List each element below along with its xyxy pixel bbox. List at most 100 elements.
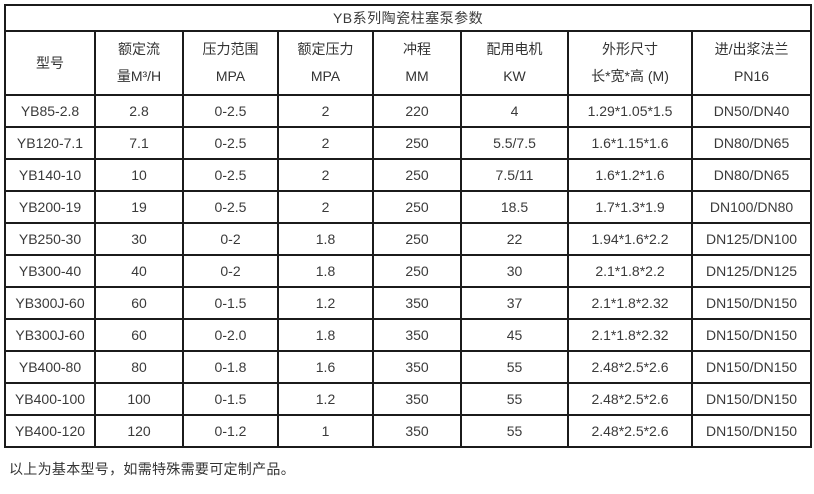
table-cell: 1 [277,414,374,448]
table-cell: 0-2.0 [182,318,279,352]
table-cell: 18.5 [460,190,569,224]
table-cell: 30 [460,254,569,288]
table-cell: 350 [372,350,462,384]
table-cell: DN150/DN150 [690,350,813,384]
table-cell: 1.6*1.2*1.6 [567,158,693,192]
table-cell: 1.2 [277,382,374,416]
page: YB系列陶瓷柱塞泵参数 型号 额定流量M³/H 压力范围 MPA 额定压力 MPA 冲程 MM… [3,4,813,477]
header-row: 型号 额定流量M³/H 压力范围 MPA 额定压力 MPA 冲程 MM 配用电机 KW 外形尺寸长*… [4,30,813,96]
table-row: YB400-100 100 0-1.5 1.2 350 55 2.48*2.5*2.6 DN1… [4,382,813,416]
table-cell: 4 [460,94,569,128]
table-row: YB250-30 30 0-2 1.8 250 22 1.94*1.6*2.2 DN125/D… [4,222,813,256]
table-cell: DN125/DN100 [690,222,813,256]
table-cell: 55 [460,382,569,416]
table-row: YB85-2.8 2.8 0-2.5 2 220 4 1.29*1.05*1.5 DN50/D… [4,94,813,128]
table-cell: 350 [372,318,462,352]
table-cell: 120 [94,414,184,448]
table-cell: 250 [372,190,462,224]
table-cell: 2.8 [94,94,184,128]
table-cell: 1.8 [277,318,374,352]
table-row: YB400-80 80 0-1.8 1.6 350 55 2.48*2.5*2.6 DN150… [4,350,813,384]
pump-spec-table: YB系列陶瓷柱塞泵参数 型号 额定流量M³/H 压力范围 MPA 额定压力 MPA 冲程 MM… [3,4,813,448]
table-cell: YB85-2.8 [4,94,96,128]
table-cell: DN150/DN150 [690,414,813,448]
column-header-line2: KW [503,68,526,84]
table-cell: 100 [94,382,184,416]
table-cell: 0-1.8 [182,350,279,384]
table-cell: DN150/DN150 [690,318,813,352]
column-header-line1: 外形尺寸 [602,41,658,57]
column-header-1: 型号 [4,30,96,96]
column-header-line1: 进/出浆法兰 [714,41,789,57]
column-header-line2: 量M³/H [116,68,162,84]
table-cell: 80 [94,350,184,384]
title-row: YB系列陶瓷柱塞泵参数 [3,4,813,32]
table-cell: DN150/DN150 [690,382,813,416]
table-row: YB300-40 40 0-2 1.8 250 30 2.1*1.8*2.2 DN125/DN… [4,254,813,288]
column-header-6: 配用电机 KW [460,30,569,96]
table-cell: 55 [460,414,569,448]
table-cell: 40 [94,254,184,288]
column-header-line2: MM [405,68,429,84]
table-cell: DN80/DN65 [690,158,813,192]
table-cell: 37 [460,286,569,320]
column-header-line1: 额定流 [118,41,160,57]
table-cell: 7.1 [94,126,184,160]
table-cell: 22 [460,222,569,256]
table-cell: DN125/DN125 [690,254,813,288]
table-cell: YB120-7.1 [4,126,96,160]
table-cell: 250 [372,158,462,192]
table-cell: 2.48*2.5*2.6 [567,382,693,416]
table-cell: 30 [94,222,184,256]
table-cell: 1.2 [277,286,374,320]
table-cell: 0-2.5 [182,94,279,128]
table-cell: 0-2.5 [182,190,279,224]
table-body: YB85-2.8 2.8 0-2.5 2 220 4 1.29*1.05*1.5 DN50/D… [4,94,813,448]
table-cell: YB400-120 [4,414,96,448]
table-cell: DN150/DN150 [690,286,813,320]
table-row: YB120-7.1 7.1 0-2.5 2 250 5.5/7.5 1.6*1.15*1.6… [4,126,813,160]
table-cell: 0-1.2 [182,414,279,448]
column-header-8: 进/出浆法兰 PN16 [690,30,813,96]
table-cell: 0-1.5 [182,382,279,416]
column-header-line1: 冲程 [403,41,431,57]
table-cell: YB300J-60 [4,286,96,320]
column-header-line2: MPA [215,68,246,84]
table-cell: YB200-19 [4,190,96,224]
table-cell: 0-2.5 [182,126,279,160]
table-cell: 250 [372,254,462,288]
column-header-line2: PN16 [734,68,770,84]
column-header-line1: 压力范围 [202,41,259,57]
column-header-3: 压力范围 MPA [182,30,279,96]
table-cell: 250 [372,126,462,160]
table-cell: 5.5/7.5 [460,126,569,160]
table-cell: 0-2.5 [182,158,279,192]
table-cell: 2.1*1.8*2.2 [567,254,693,288]
column-header-5: 冲程 MM [372,30,462,96]
table-cell: 2.1*1.8*2.32 [567,318,693,352]
table-cell: 0-1.5 [182,286,279,320]
table-cell: 1.6 [277,350,374,384]
column-header-line1: 型号 [36,54,64,71]
table-cell: 350 [372,286,462,320]
table-cell: 1.6*1.15*1.6 [567,126,693,160]
table-cell: 350 [372,414,462,448]
table-cell: 350 [372,382,462,416]
table-cell: 2.48*2.5*2.6 [567,414,693,448]
table-row: YB400-120 120 0-1.2 1 350 55 2.48*2.5*2.6 DN150… [4,414,813,448]
table-cell: 1.8 [277,254,374,288]
column-header-4: 额定压力 MPA [277,30,374,96]
table-cell: DN100/DN80 [690,190,813,224]
table-cell: DN80/DN65 [690,126,813,160]
table-cell: 60 [94,318,184,352]
table-cell: 2 [277,126,374,160]
table-cell: 60 [94,286,184,320]
column-header-2: 额定流量M³/H [94,30,184,96]
table-cell: 55 [460,350,569,384]
table-cell: 7.5/11 [460,158,569,192]
table-cell: 1.8 [277,222,374,256]
table-cell: 1.94*1.6*2.2 [567,222,693,256]
column-header-line2: 长*宽*高 (M) [591,68,669,84]
table-cell: YB400-100 [4,382,96,416]
table-cell: YB250-30 [4,222,96,256]
